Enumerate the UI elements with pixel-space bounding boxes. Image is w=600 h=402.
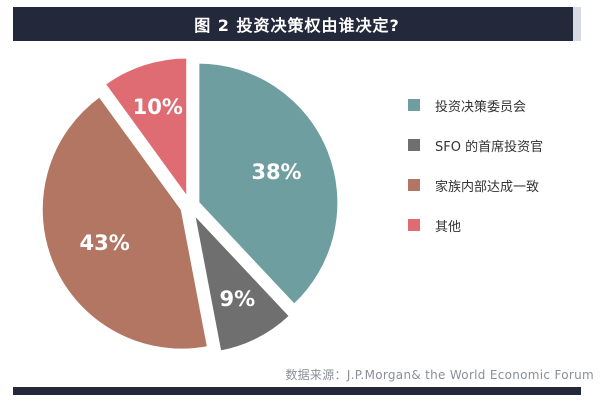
legend-label: 其他 [435, 219, 462, 235]
title-bar: 图 2 投资决策权由谁决定? [13, 7, 581, 41]
legend-swatch [408, 219, 420, 231]
legend-swatch [408, 99, 420, 111]
slice-data-label: 10% [133, 95, 183, 119]
pie-slice [197, 61, 340, 307]
legend-label: 家族内部达成一致 [435, 179, 540, 195]
pie-slice [192, 210, 292, 353]
legend-swatch [408, 139, 420, 151]
legend-swatch [408, 179, 420, 191]
chart-title: 图 2 投资决策权由谁决定? [194, 16, 400, 35]
pie-slice [103, 56, 189, 201]
legend-item: 投资决策委员会 [408, 95, 598, 115]
bottom-bar [13, 387, 581, 395]
legend: 投资决策委员会 SFO 的首席投资官 家族内部达成一致 其他 [408, 95, 598, 255]
legend-label: SFO 的首席投资官 [435, 139, 544, 155]
slice-data-label: 43% [80, 231, 130, 255]
slice-data-label: 38% [251, 160, 301, 184]
title-accent [573, 7, 581, 41]
legend-item: SFO 的首席投资官 [408, 135, 598, 155]
slice-data-label: 9% [219, 287, 255, 311]
legend-item: 其他 [408, 215, 598, 235]
legend-item: 家族内部达成一致 [408, 175, 598, 195]
pie-slice [40, 94, 210, 351]
source-note: 数据来源：J.P.Morgan& the World Economic Foru… [285, 368, 594, 382]
legend-label: 投资决策委员会 [435, 99, 527, 115]
